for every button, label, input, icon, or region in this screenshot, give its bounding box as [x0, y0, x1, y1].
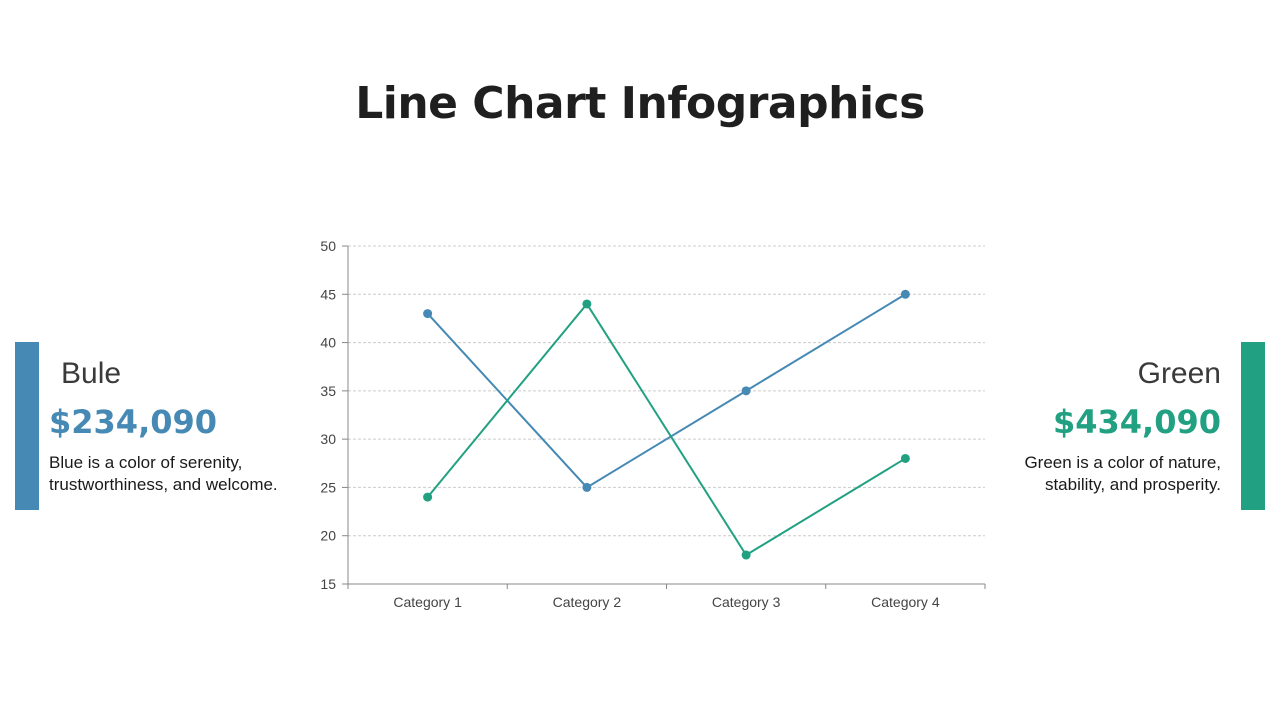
blue-panel-label: Bule — [61, 357, 122, 390]
green-panel-value: $434,090 — [1052, 403, 1221, 441]
green-panel-description: Green is a color of nature, stability, a… — [931, 452, 1221, 496]
series-2-point — [582, 299, 592, 309]
right-accent-bar — [1241, 342, 1265, 510]
series-line-2 — [426, 302, 906, 557]
y-tick-label: 35 — [320, 383, 336, 399]
series-2-point — [900, 453, 910, 463]
series-1-point — [582, 482, 592, 492]
series-2-point — [741, 550, 751, 560]
page-title: Line Chart Infographics — [355, 78, 925, 129]
green-info-panel: Green $434,090 Green is a color of natur… — [931, 354, 1221, 496]
blue-panel-desc-line-2: trustworthiness, and welcome. — [49, 475, 278, 494]
series-1-point — [741, 386, 751, 396]
green-panel-desc-line-1: Green is a color of nature, — [1024, 453, 1221, 472]
series-2-point — [423, 492, 433, 502]
line-chart: 15 20 25 30 35 40 45 50 Category 1 Category 2 Cate… — [320, 238, 986, 610]
x-tick-label: Category 2 — [553, 594, 622, 610]
blue-info-panel: Bule $234,090 Blue is a color of serenit… — [49, 354, 339, 496]
x-tick-label: Category 1 — [393, 594, 462, 610]
y-tick-label: 30 — [320, 431, 336, 447]
y-tick-label: 20 — [320, 528, 336, 544]
y-tick-label: 15 — [320, 576, 336, 592]
series-1-point — [900, 289, 910, 299]
y-tick-label: 50 — [320, 238, 336, 254]
blue-panel-value: $234,090 — [49, 403, 218, 441]
blue-panel-description: Blue is a color of serenity, trustworthi… — [49, 452, 339, 496]
green-panel-desc-line-2: stability, and prosperity. — [1044, 475, 1221, 494]
green-panel-label: Green — [1137, 357, 1221, 390]
left-accent-bar — [15, 342, 39, 510]
y-tick-label: 45 — [320, 286, 336, 302]
x-tick-label: Category 3 — [712, 594, 781, 610]
blue-panel-desc-line-1: Blue is a color of serenity, — [49, 453, 243, 472]
series-1-point — [423, 309, 433, 319]
y-tick-label: 40 — [320, 335, 336, 351]
x-tick-label: Category 4 — [871, 594, 940, 610]
y-tick-label: 25 — [320, 479, 336, 495]
